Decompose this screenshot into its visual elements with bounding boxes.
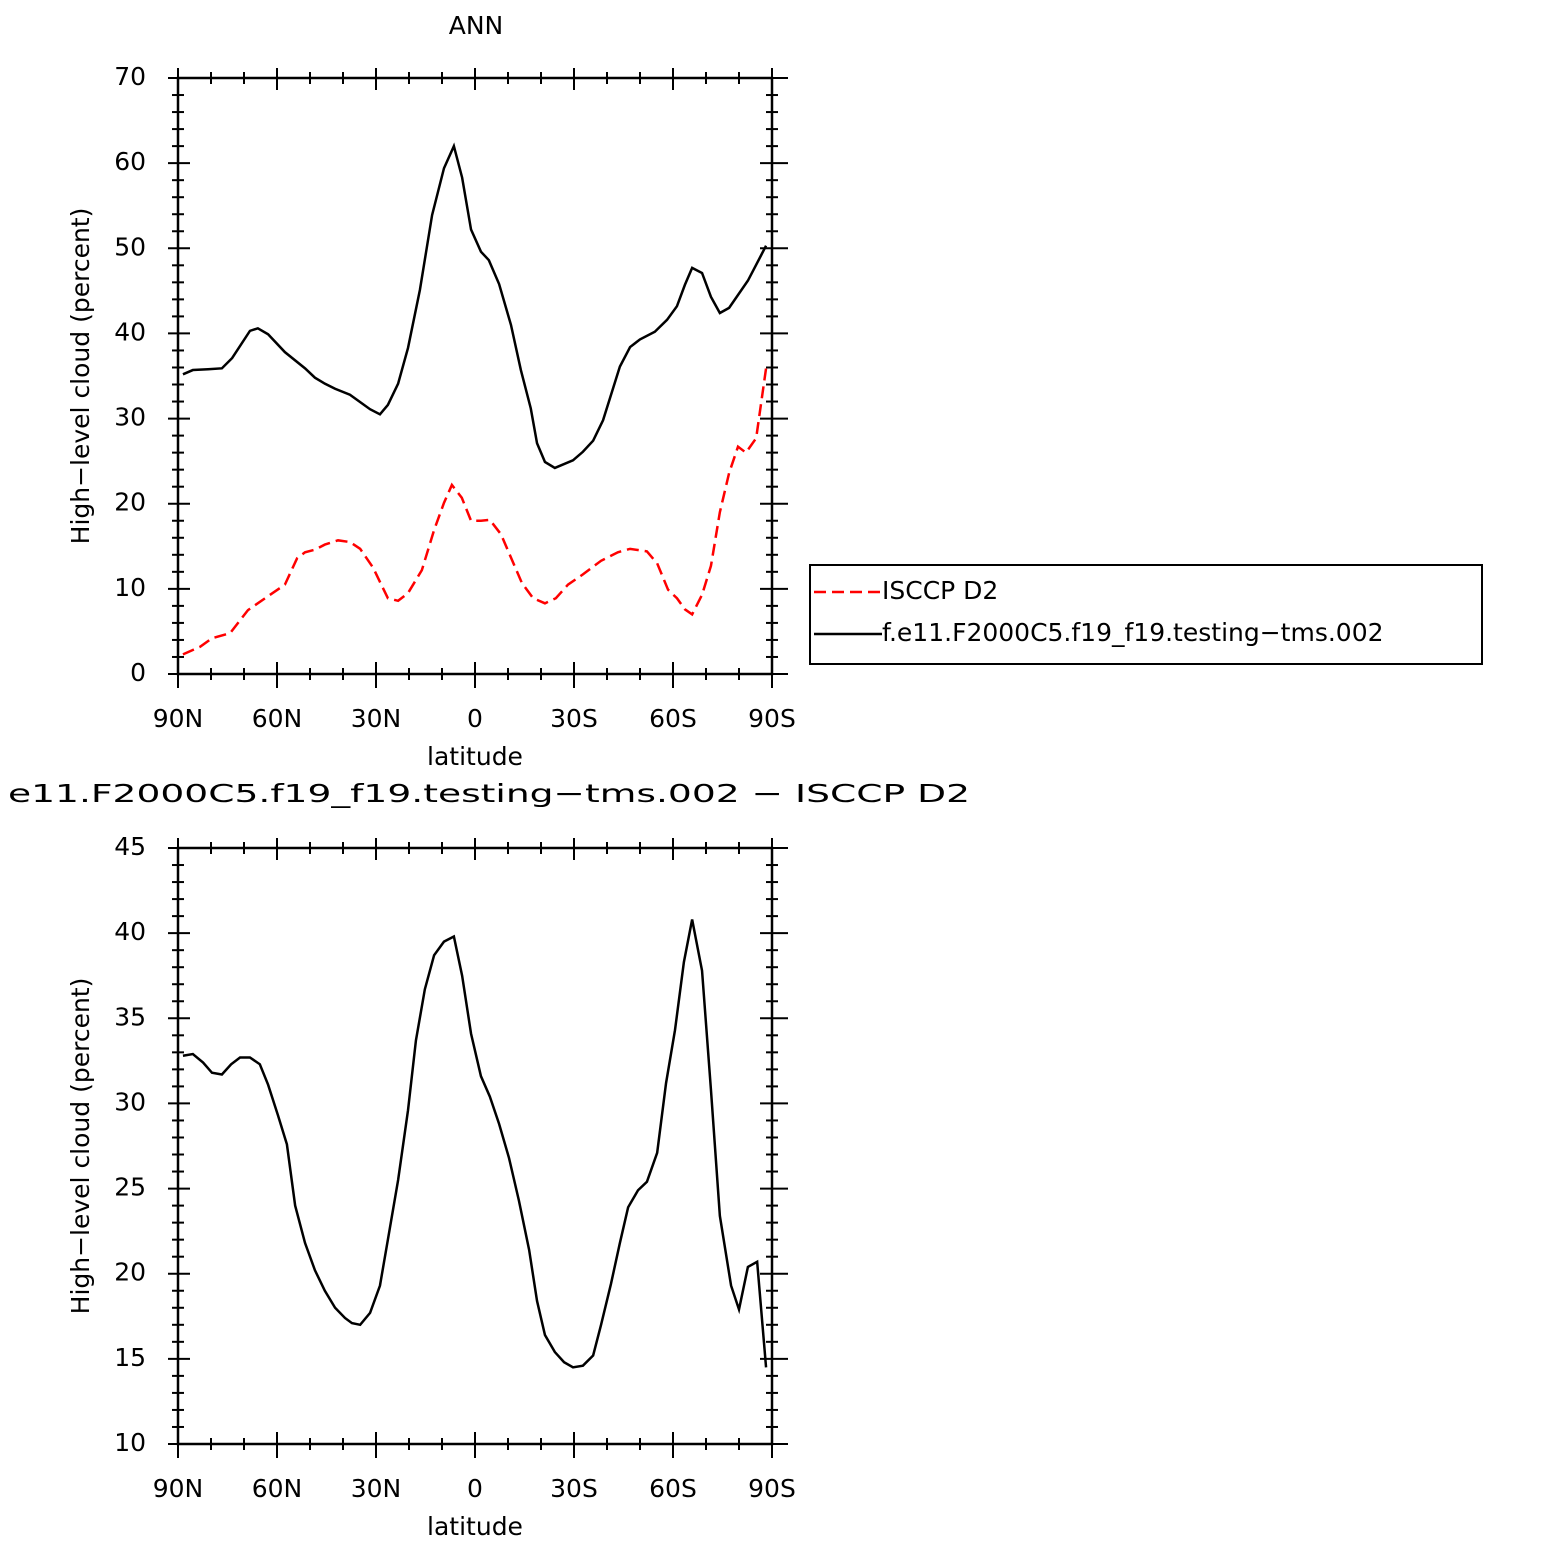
x-tick-label: 90N: [153, 704, 204, 733]
y-tick-label: 45: [114, 832, 146, 861]
y-tick-label: 20: [114, 1258, 146, 1287]
y-tick-label: 0: [130, 658, 146, 687]
chart-title: e11.F2000C5.f19_f19.testing−tms.002 − IS…: [8, 779, 970, 808]
y-tick-label: 35: [114, 1002, 146, 1031]
y-tick-label: 30: [114, 403, 146, 432]
data-line: [182, 368, 768, 656]
plot-frame: [176, 846, 774, 1446]
legend-label: ISCCP D2: [882, 576, 998, 605]
y-tick-label: 25: [114, 1173, 146, 1202]
x-tick-label: 30S: [550, 1474, 598, 1503]
x-axis-label: latitude: [427, 1512, 523, 1541]
chart-title: ANN: [449, 11, 504, 40]
x-tick-label: 60N: [252, 704, 303, 733]
x-tick-label: 60S: [649, 1474, 697, 1503]
y-tick-label: 10: [114, 1428, 146, 1457]
x-tick-label: 0: [467, 1474, 483, 1503]
y-tick-label: 10: [114, 573, 146, 602]
y-tick-label: 60: [114, 147, 146, 176]
x-tick-label: 30N: [351, 704, 402, 733]
y-tick-label: 15: [114, 1343, 146, 1372]
y-tick-label: 30: [114, 1087, 146, 1116]
plot-frame: [176, 76, 774, 676]
x-axis-label: latitude: [427, 742, 523, 771]
legend-box: [809, 564, 1483, 665]
y-tick-label: 40: [114, 317, 146, 346]
y-tick-label: 40: [114, 917, 146, 946]
x-tick-label: 90S: [748, 1474, 796, 1503]
x-tick-label: 60S: [649, 704, 697, 733]
x-tick-label: 90S: [748, 704, 796, 733]
x-tick-label: 60N: [252, 1474, 303, 1503]
x-tick-label: 90N: [153, 1474, 204, 1503]
data-line: [182, 142, 768, 470]
legend-label: f.e11.F2000C5.f19_f19.testing−tms.002: [882, 618, 1384, 647]
data-line: [182, 919, 768, 1369]
x-tick-label: 0: [467, 704, 483, 733]
y-axis-label: High−level cloud (percent): [66, 978, 95, 1315]
x-tick-label: 30N: [351, 1474, 402, 1503]
y-tick-label: 20: [114, 488, 146, 517]
y-tick-label: 70: [114, 62, 146, 91]
y-axis-label: High−level cloud (percent): [66, 208, 95, 545]
x-tick-label: 30S: [550, 704, 598, 733]
y-tick-label: 50: [114, 232, 146, 261]
